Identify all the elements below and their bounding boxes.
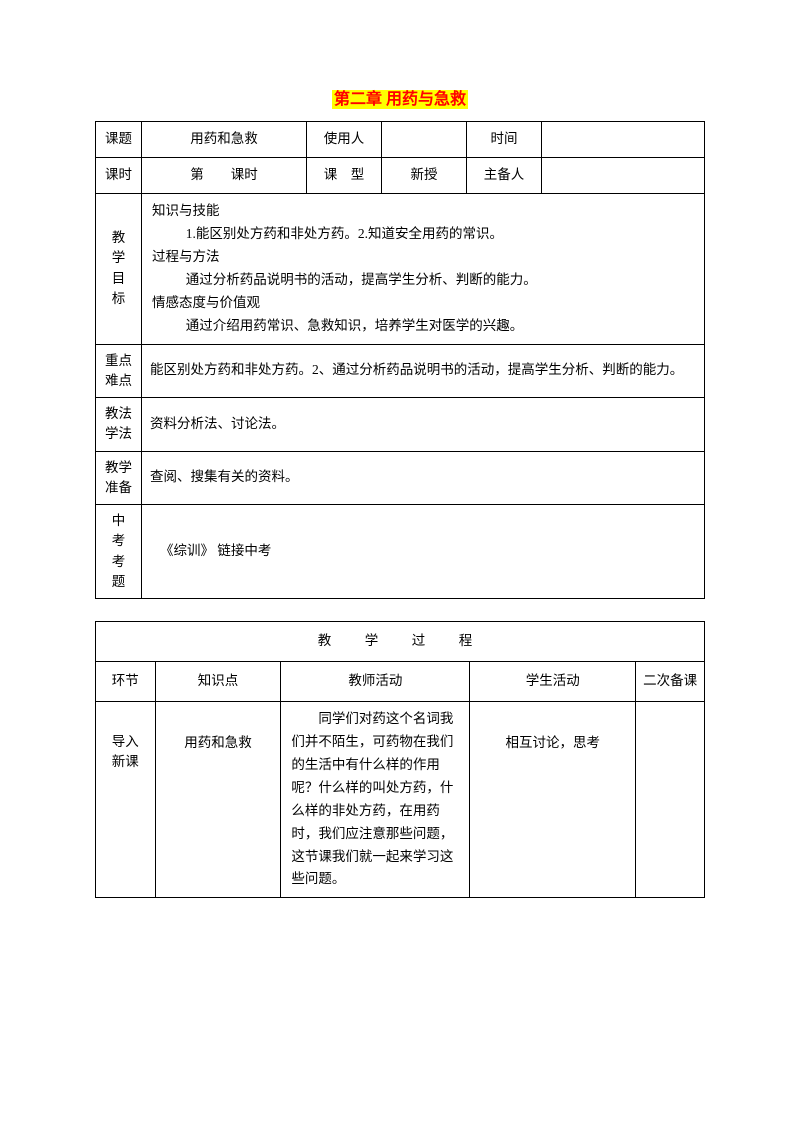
obj-line: 通过介绍用药常识、急救知识，培养学生对医学的兴趣。 bbox=[152, 315, 696, 338]
info-table: 课题 用药和急救 使用人 时间 课时 第 课时 课 型 新授 主备人 教 学 目… bbox=[95, 121, 705, 599]
keypoints-content: 能区别处方药和非处方药。2、通过分析药品说明书的活动，提高学生分析、判断的能力。 bbox=[142, 344, 705, 398]
second-prep bbox=[636, 701, 705, 898]
period-value: 第 课时 bbox=[142, 157, 307, 193]
col-teacher: 教师活动 bbox=[281, 661, 470, 701]
objectives-label: 教 学 目 标 bbox=[96, 193, 142, 344]
type-value: 新授 bbox=[382, 157, 467, 193]
process-table: 教 学 过 程 环节 知识点 教师活动 学生活动 二次备课 导入 新课 用药和急… bbox=[95, 621, 705, 898]
student-activity: 相互讨论，思考 bbox=[470, 701, 636, 898]
type-label: 课 型 bbox=[307, 157, 382, 193]
obj-line: 情感态度与价值观 bbox=[152, 292, 696, 315]
teacher-activity: 同学们对药这个名词我们并不陌生，可药物在我们的生活中有什么样的作用呢？什么样的叫… bbox=[281, 701, 470, 898]
process-header-text: 教 学 过 程 bbox=[318, 633, 483, 648]
process-header: 教 学 过 程 bbox=[96, 622, 705, 662]
user-value bbox=[382, 122, 467, 158]
row-label: 课题 bbox=[96, 122, 142, 158]
col-knowledge: 知识点 bbox=[155, 661, 281, 701]
exam-content: 《综训》 链接中考 bbox=[142, 505, 705, 599]
obj-line: 1.能区别处方药和非处方药。2.知道安全用药的常识。 bbox=[152, 223, 696, 246]
obj-line: 通过分析药品说明书的活动，提高学生分析、判断的能力。 bbox=[152, 269, 696, 292]
methods-label: 教法 学法 bbox=[96, 398, 142, 452]
col-env: 环节 bbox=[96, 661, 156, 701]
exam-label: 中 考 考 题 bbox=[96, 505, 142, 599]
time-label: 时间 bbox=[467, 122, 542, 158]
preparer-value bbox=[542, 157, 705, 193]
row-label: 课时 bbox=[96, 157, 142, 193]
col-second: 二次备课 bbox=[636, 661, 705, 701]
obj-line: 过程与方法 bbox=[152, 246, 696, 269]
chapter-title: 第二章 用药与急救 bbox=[332, 90, 468, 109]
keypoints-label: 重点 难点 bbox=[96, 344, 142, 398]
col-student: 学生活动 bbox=[470, 661, 636, 701]
prep-label: 教学 准备 bbox=[96, 451, 142, 505]
objectives-content: 知识与技能 1.能区别处方药和非处方药。2.知道安全用药的常识。 过程与方法 通… bbox=[142, 193, 705, 344]
obj-line: 知识与技能 bbox=[152, 200, 696, 223]
knowledge-cell: 用药和急救 bbox=[155, 701, 281, 898]
user-label: 使用人 bbox=[307, 122, 382, 158]
prep-content: 查阅、搜集有关的资料。 bbox=[142, 451, 705, 505]
stage-label: 导入 新课 bbox=[96, 701, 156, 898]
methods-content: 资料分析法、讨论法。 bbox=[142, 398, 705, 452]
preparer-label: 主备人 bbox=[467, 157, 542, 193]
page-title: 第二章 用药与急救 bbox=[95, 85, 705, 109]
time-value bbox=[542, 122, 705, 158]
topic-value: 用药和急救 bbox=[142, 122, 307, 158]
